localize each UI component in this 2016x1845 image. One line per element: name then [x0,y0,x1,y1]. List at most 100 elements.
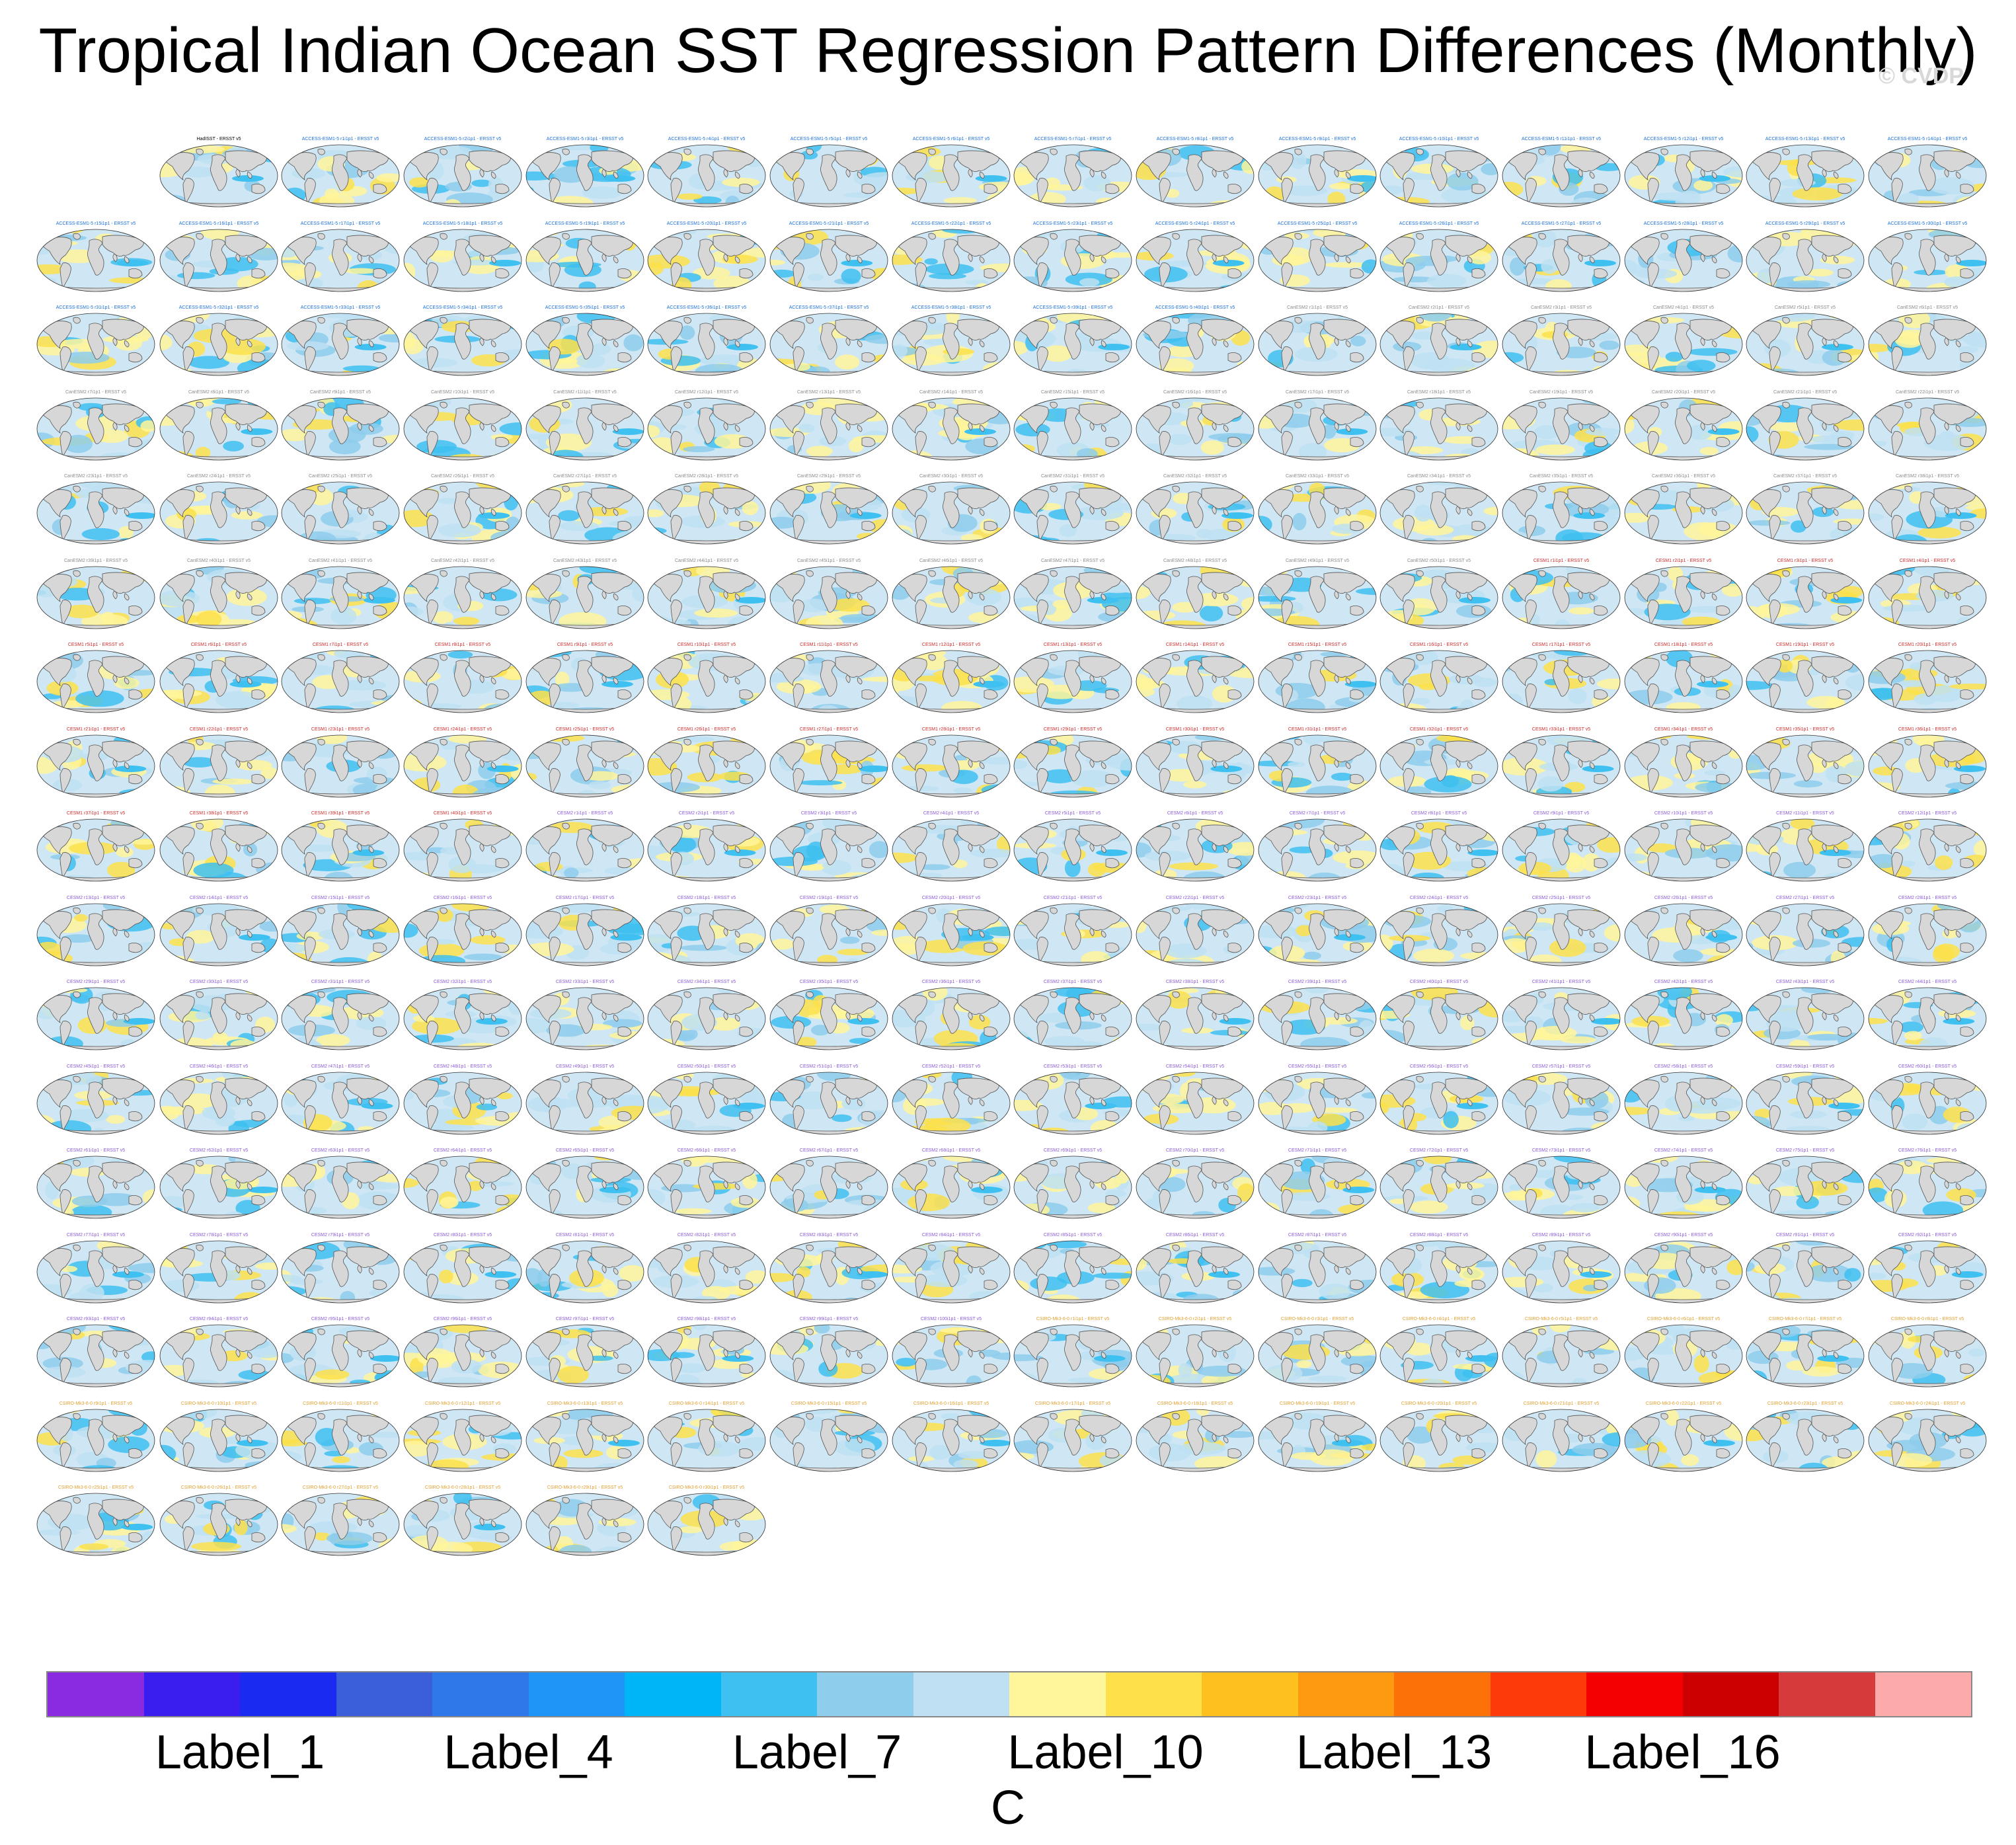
panel-title: CESM2 r51i1p1 - ERSST v5 [799,1064,859,1069]
map-panel: CESM1 r12i1p1 - ERSST v5 [890,642,1013,716]
globe-map-icon [1746,229,1865,292]
panel-title: CESM2 r22i1p1 - ERSST v5 [1165,895,1225,900]
map-panel: CESM2 r17i1p1 - ERSST v5 [523,895,646,969]
map-panel: CanESM2 r6i1p1 - ERSST v5 [1866,305,1989,379]
panel-title: ACCESS-ESM1-5 r35i1p1 - ERSST v5 [545,305,625,310]
panel-title: CESM2 r83i1p1 - ERSST v5 [799,1232,859,1237]
map-panel: CESM2 r33i1p1 - ERSST v5 [523,979,646,1053]
map-panel: CESM1 r10i1p1 - ERSST v5 [645,642,768,716]
colorbar-swatch [1298,1672,1394,1716]
panel-title: ACCESS-ESM1-5 r6i1p1 - ERSST v5 [912,137,990,141]
panel-title: CESM2 r63i1p1 - ERSST v5 [311,1148,370,1153]
panel-title: CESM2 r48i1p1 - ERSST v5 [433,1064,492,1069]
map-panel: CESM1 r21i1p1 - ERSST v5 [34,726,157,801]
panel-title: CanESM2 r40i1p1 - ERSST v5 [187,558,251,563]
map-panel: CanESM2 r30i1p1 - ERSST v5 [890,473,1013,547]
panel-title: CESM2 r15i1p1 - ERSST v5 [311,895,370,900]
panel-title: CESM2 r38i1p1 - ERSST v5 [1165,980,1225,984]
globe-map-icon [1746,1156,1865,1219]
map-panel: CESM2 r6i1p1 - ERSST v5 [1134,810,1257,884]
map-panel: CanESM2 r45i1p1 - ERSST v5 [767,558,890,632]
panel-title: CESM1 r2i1p1 - ERSST v5 [1655,558,1712,563]
map-panel: CESM2 r26i1p1 - ERSST v5 [1622,895,1745,969]
globe-map-icon [647,397,766,460]
panel-title: CESM1 r8i1p1 - ERSST v5 [434,643,491,647]
panel-title: ACCESS-ESM1-5 r22i1p1 - ERSST v5 [911,221,991,226]
globe-map-icon [36,1240,155,1303]
globe-map-icon [36,1409,155,1472]
panel-title: ACCESS-ESM1-5 r18i1p1 - ERSST v5 [422,221,503,226]
map-panel: CESM1 r27i1p1 - ERSST v5 [767,726,890,801]
map-panel: ACCESS-ESM1-5 r20i1p1 - ERSST v5 [645,221,768,295]
globe-map-icon [1136,987,1255,1050]
map-panel: CanESM2 r38i1p1 - ERSST v5 [1866,473,1989,547]
panel-title: CESM1 r37i1p1 - ERSST v5 [66,811,126,816]
map-panel: CSIRO-Mk3-6-0 r12i1p1 - ERSST v5 [401,1401,524,1475]
map-panel: ACCESS-ESM1-5 r39i1p1 - ERSST v5 [1011,305,1134,379]
globe-map-icon [1258,566,1377,629]
map-panel: CESM2 r65i1p1 - ERSST v5 [523,1148,646,1222]
globe-map-icon [281,1324,400,1388]
panel-title: CESM2 r46i1p1 - ERSST v5 [189,1064,249,1069]
map-panel: ACCESS-ESM1-5 r28i1p1 - ERSST v5 [1622,221,1745,295]
colorbar-swatch [817,1672,913,1716]
map-panel: ACCESS-ESM1-5 r16i1p1 - ERSST v5 [157,221,280,295]
panel-title: CESM2 r61i1p1 - ERSST v5 [66,1148,126,1153]
globe-map-icon [892,1156,1011,1219]
panel-title: CESM2 r65i1p1 - ERSST v5 [555,1148,615,1153]
panel-title: CESM1 r1i1p1 - ERSST v5 [1533,558,1590,563]
globe-map-icon [403,144,522,208]
globe-map-icon [1258,734,1377,797]
globe-map-icon [36,903,155,966]
panel-title: CanESM2 r31i1p1 - ERSST v5 [1041,474,1105,479]
globe-map-icon [769,566,888,629]
map-panel: CESM2 r67i1p1 - ERSST v5 [767,1148,890,1222]
map-panel: CESM2 r83i1p1 - ERSST v5 [767,1232,890,1306]
map-panel: CESM2 r52i1p1 - ERSST v5 [890,1064,1013,1138]
colorbar-swatch [1682,1672,1779,1716]
panel-title: CSIRO-Mk3-6-0 r2i1p1 - ERSST v5 [1158,1317,1232,1321]
panel-title: ACCESS-ESM1-5 r12i1p1 - ERSST v5 [1643,137,1724,141]
panel-title: CanESM2 r30i1p1 - ERSST v5 [919,474,983,479]
globe-map-icon [1136,313,1255,376]
map-panel: CSIRO-Mk3-6-0 r25i1p1 - ERSST v5 [34,1485,157,1559]
panel-title: CanESM2 r18i1p1 - ERSST v5 [1407,389,1471,395]
panel-title: CSIRO-Mk3-6-0 r11i1p1 - ERSST v5 [303,1401,378,1406]
colorbar-swatch [528,1672,625,1716]
map-panel: CESM1 r35i1p1 - ERSST v5 [1744,726,1867,801]
panel-title: CESM1 r34i1p1 - ERSST v5 [1654,726,1713,732]
globe-map-icon [1258,818,1377,882]
map-panel: CESM1 r3i1p1 - ERSST v5 [1744,558,1867,632]
map-panel: CESM2 r57i1p1 - ERSST v5 [1500,1064,1623,1138]
globe-map-icon [1013,903,1132,966]
panel-title: CESM2 r55i1p1 - ERSST v5 [1288,1064,1347,1069]
map-panel: CESM2 r79i1p1 - ERSST v5 [279,1232,402,1306]
map-panel: ACCESS-ESM1-5 r29i1p1 - ERSST v5 [1744,221,1867,295]
map-panel: CESM2 r29i1p1 - ERSST v5 [34,979,157,1053]
panel-title: CESM2 r73i1p1 - ERSST v5 [1531,1148,1591,1153]
panel-title: CESM2 r39i1p1 - ERSST v5 [1288,980,1347,984]
panel-title: CESM1 r38i1p1 - ERSST v5 [189,811,249,816]
panel-title: ACCESS-ESM1-5 r14i1p1 - ERSST v5 [1887,137,1968,141]
map-panel: CESM1 r32i1p1 - ERSST v5 [1377,726,1500,801]
map-panel: CanESM2 r21i1p1 - ERSST v5 [1744,389,1867,463]
map-panel: CESM2 r68i1p1 - ERSST v5 [890,1148,1013,1222]
globe-map-icon [769,987,888,1050]
globe-map-icon [281,903,400,966]
map-panel: CESM2 r9i1p1 - ERSST v5 [1500,810,1623,884]
globe-map-icon [892,818,1011,882]
map-panel: CESM2 r96i1p1 - ERSST v5 [401,1316,524,1390]
map-panel: CESM2 r80i1p1 - ERSST v5 [401,1232,524,1306]
map-panel: CSIRO-Mk3-6-0 r27i1p1 - ERSST v5 [279,1485,402,1559]
globe-map-icon [892,903,1011,966]
globe-map-icon [647,903,766,966]
globe-map-icon [1502,734,1621,797]
map-panel: CanESM2 r37i1p1 - ERSST v5 [1744,473,1867,547]
map-panel-grid: HadISST - ERSST v5 ACCESS-ESM1-5 r1i1p1 -… [34,137,1989,1559]
globe-map-icon [1379,229,1498,292]
globe-map-icon [281,566,400,629]
map-panel: CSIRO-Mk3-6-0 r1i1p1 - ERSST v5 [1011,1316,1134,1390]
map-panel: CESM2 r24i1p1 - ERSST v5 [1377,895,1500,969]
panel-title: CSIRO-Mk3-6-0 r1i1p1 - ERSST v5 [1036,1317,1110,1321]
panel-title: CESM2 r72i1p1 - ERSST v5 [1409,1148,1469,1153]
